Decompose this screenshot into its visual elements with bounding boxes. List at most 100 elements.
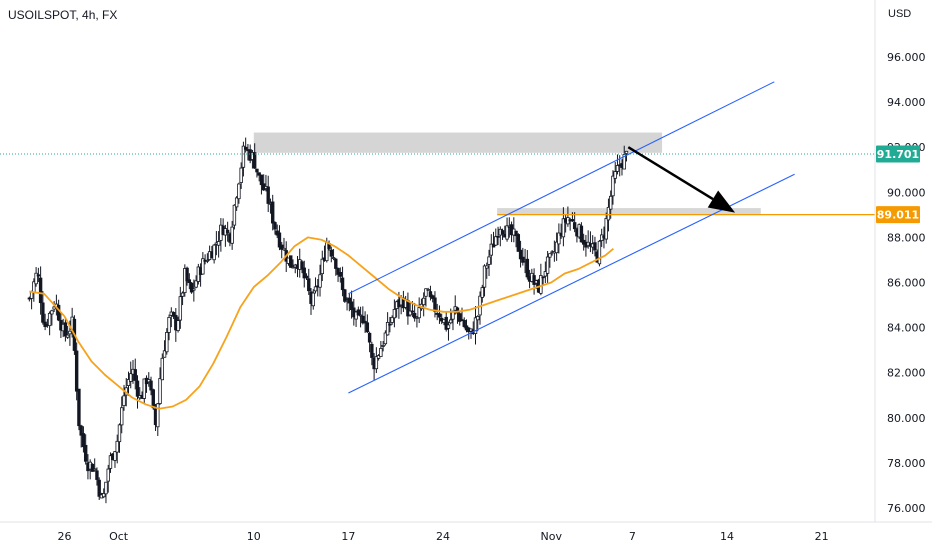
candle-body <box>36 274 41 277</box>
candle-body <box>379 347 383 357</box>
y-tick-label: 82.000 <box>887 367 926 380</box>
candle <box>604 212 608 244</box>
candle <box>320 250 324 282</box>
candle-body <box>38 277 43 304</box>
candle-body <box>243 146 248 150</box>
candle <box>117 423 122 453</box>
candle <box>225 221 230 242</box>
candle-body <box>307 278 311 292</box>
candle-body <box>167 317 171 333</box>
candle-body <box>273 222 277 230</box>
candle <box>480 284 484 303</box>
x-tick-label: 26 <box>58 530 72 543</box>
candle-body <box>473 317 478 335</box>
candle <box>561 207 566 247</box>
y-tick-label: 96.000 <box>887 51 926 64</box>
candle <box>554 232 559 261</box>
candle-body <box>514 230 518 237</box>
candle <box>338 267 343 283</box>
candle <box>289 255 293 268</box>
channel-upper-line <box>348 81 775 295</box>
candle <box>92 458 97 472</box>
candle-body <box>104 481 108 495</box>
last-price-tag-box <box>876 145 920 163</box>
candle <box>500 228 505 240</box>
candle-body <box>548 253 552 258</box>
candle <box>525 250 530 280</box>
x-tick-label: Nov <box>540 530 562 543</box>
x-tick-label: 21 <box>815 530 829 543</box>
candle-body <box>606 206 611 221</box>
candle-body <box>237 183 241 200</box>
candle-body <box>541 276 545 279</box>
candle-body <box>521 256 525 263</box>
candle <box>36 267 41 283</box>
candle-body <box>622 154 626 170</box>
candle-body <box>56 304 61 321</box>
candle-body <box>171 312 176 317</box>
candle <box>408 302 412 317</box>
candle-body <box>340 277 345 291</box>
candle-body <box>133 369 137 381</box>
candle-body <box>356 309 361 316</box>
candle <box>81 426 86 453</box>
candle <box>548 253 552 268</box>
candle <box>430 294 435 303</box>
candle-body <box>426 289 430 291</box>
candle <box>412 302 417 322</box>
candle <box>302 260 306 288</box>
candle <box>487 249 491 277</box>
candle <box>462 317 466 329</box>
price-axis[interactable]: 96.00094.00092.00090.00088.00086.00084.0… <box>887 51 926 515</box>
candle-body <box>505 225 509 240</box>
candle-body <box>518 249 523 260</box>
candle-body <box>516 234 521 252</box>
candle <box>615 154 620 175</box>
candle <box>334 257 338 276</box>
candle <box>516 233 521 252</box>
candle-body <box>343 289 347 302</box>
candle-body <box>176 320 180 331</box>
candle <box>63 317 68 342</box>
candle <box>106 464 110 493</box>
x-tick-label: 17 <box>341 530 355 543</box>
candle-body <box>363 320 367 324</box>
candle <box>230 220 234 250</box>
y-tick-label: 84.000 <box>887 322 926 335</box>
candle-body <box>162 350 167 358</box>
candle-body <box>480 287 484 298</box>
candle-body <box>187 279 192 284</box>
candle <box>485 262 489 279</box>
candle <box>135 375 140 409</box>
candle-body <box>609 195 613 210</box>
channel-lower-line <box>348 173 795 394</box>
candle <box>444 311 448 332</box>
candle <box>482 264 487 297</box>
candle-body <box>160 357 164 381</box>
candle-body <box>318 274 322 288</box>
candle <box>257 172 261 182</box>
time-axis[interactable]: 26 Oct 10 17 24 Nov 7 14 21 <box>58 530 829 543</box>
candle-body <box>374 356 379 370</box>
candle <box>273 221 277 235</box>
candle-body <box>525 258 530 278</box>
candle-body <box>417 307 421 319</box>
candle-body <box>572 222 577 230</box>
candle-body <box>331 257 336 259</box>
candle-body <box>611 175 615 197</box>
candle <box>593 236 597 257</box>
candle <box>255 168 259 178</box>
candle <box>624 150 629 162</box>
y-tick-label: 90.000 <box>887 186 926 199</box>
candle-body <box>496 235 500 238</box>
candle-body <box>455 307 460 314</box>
candle <box>446 321 451 341</box>
candle <box>331 249 336 261</box>
candle-body <box>494 236 498 246</box>
candle-body <box>302 267 306 279</box>
candle <box>311 289 315 310</box>
candle <box>381 341 385 352</box>
candle-body <box>151 389 155 409</box>
candle <box>424 288 428 307</box>
